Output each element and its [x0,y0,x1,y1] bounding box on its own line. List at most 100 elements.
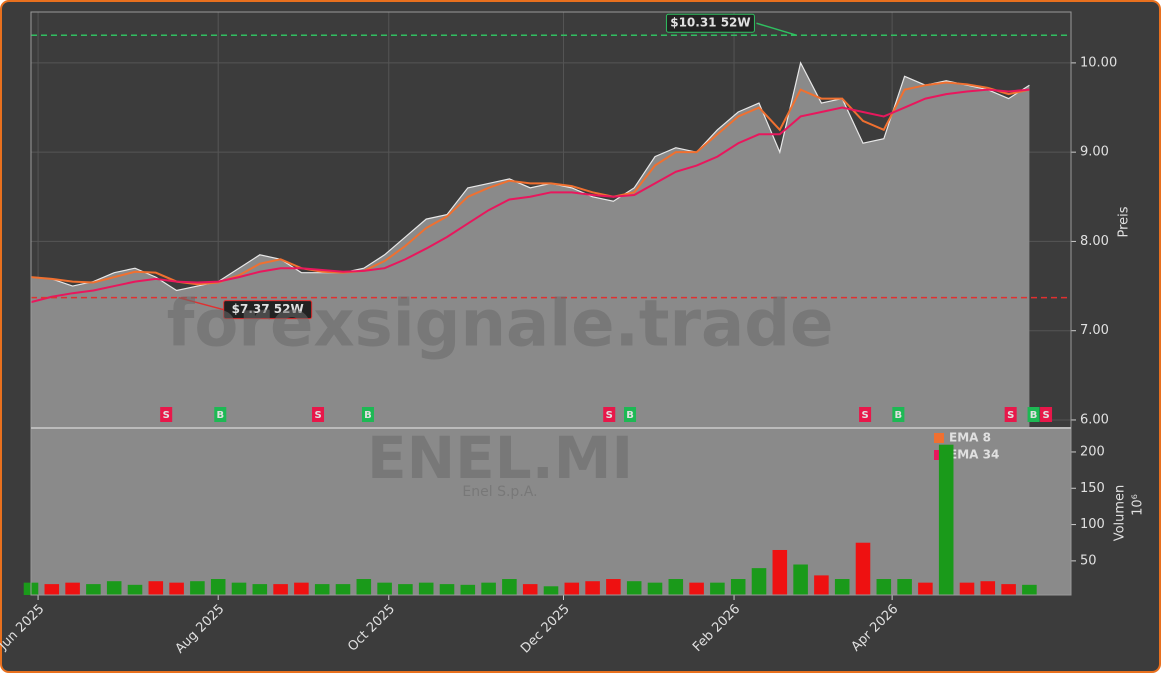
watermark: forexsignale.trade [167,288,834,362]
volume-bar [751,568,767,595]
annotation-box [665,13,755,33]
volume-bar [502,579,517,595]
legend-label: EMA 34 [949,448,999,462]
volume-bar [481,582,496,595]
y-tick-label: 9.00 [1080,145,1109,160]
annotation-label: $10.31 52W [670,16,750,30]
plot-border [30,11,1072,596]
volume-panel [31,428,1071,595]
signal-marker [312,407,325,422]
volume-bar [918,582,933,595]
volume-bar [252,584,268,595]
signal-label: B [364,410,372,421]
signal-marker [624,407,637,422]
signal-label: S [163,410,170,421]
y-tick-label: 7.00 [1080,323,1109,338]
signal-label: S [314,410,321,421]
volume-bar [169,582,184,595]
annotation-arrow [178,296,224,311]
volume-bar [522,584,538,595]
annotation-arrow [756,22,797,36]
volume-bar [231,582,247,595]
volume-bar [460,584,476,595]
volume-bar [127,584,143,595]
volume-bar [1001,584,1016,595]
volume-bar [730,579,746,595]
volume-bar [86,584,101,595]
signal-label: B [1030,410,1038,421]
signal-label: B [895,410,903,421]
y-tick-label: 150 [1080,481,1105,496]
signal-label: S [606,410,613,421]
price-line [30,61,1030,292]
volume-bar [772,549,788,595]
volume-bar [814,575,829,595]
signal-label: B [626,410,634,421]
volume-bar [710,582,725,595]
volume-bar [398,584,413,595]
y-tick-label: 10.00 [1080,55,1117,70]
y-axis-label: Volumen [1113,485,1128,542]
y-tick-label: 6.00 [1080,412,1109,427]
signal-label: S [1007,410,1014,421]
subtitle: Enel S.p.A. [462,484,537,500]
y-tick-label: 50 [1080,553,1097,568]
signal-marker [160,407,173,422]
ema-line [30,88,1030,304]
volume-bar [377,582,392,595]
volume-bar [980,581,996,595]
volume-bar [543,586,559,595]
signal-marker [892,407,905,422]
volume-bar [834,579,850,595]
volume-bar [855,542,871,595]
volume-bar [190,581,205,595]
annotation-box [223,300,313,320]
y-tick-label: 200 [1080,444,1105,459]
signal-marker [214,407,227,422]
volume-bar [897,579,912,595]
legend-label: EMA 8 [949,431,991,445]
signal-marker [603,407,616,422]
price-area [31,62,1030,428]
volume-bar [106,581,122,595]
volume-bar [314,584,330,595]
signal-label: S [1042,410,1049,421]
signal-marker [1004,407,1017,422]
volume-bar [938,444,954,595]
volume-bar [44,584,60,595]
ema-line [30,81,1030,286]
signal-marker [859,407,872,422]
signal-label: B [216,410,224,421]
volume-bar [335,584,351,595]
volume-bar [876,579,892,595]
volume-bar [148,581,164,595]
volume-bar [65,582,80,595]
volume-bar [585,581,600,595]
watermark: ENEL.MI [367,424,633,492]
volume-bar [689,582,704,595]
signal-marker [1027,407,1040,422]
volume-bar [294,582,309,595]
annotation-label: $7.37 52W [232,302,304,316]
volume-bar [1022,584,1037,595]
volume-bar [793,564,808,595]
volume-bar [647,582,663,595]
volume-bar [439,584,455,595]
volume-bar [210,579,226,595]
volume-bar [668,579,684,595]
legend-swatch [934,433,944,443]
volume-bar [959,582,975,595]
y-axis-unit: 10⁶ [1131,494,1146,516]
volume-bar [626,581,642,595]
y-tick-label: 100 [1080,517,1105,532]
volume-bar [564,582,580,595]
signal-marker [361,407,374,422]
volume-bar [356,579,372,595]
volume-bar [606,579,621,595]
signal-marker [1040,407,1053,422]
volume-bar [418,582,434,595]
y-axis-label: Preis [1117,206,1132,237]
volume-bar [273,584,288,595]
signal-label: S [861,410,868,421]
